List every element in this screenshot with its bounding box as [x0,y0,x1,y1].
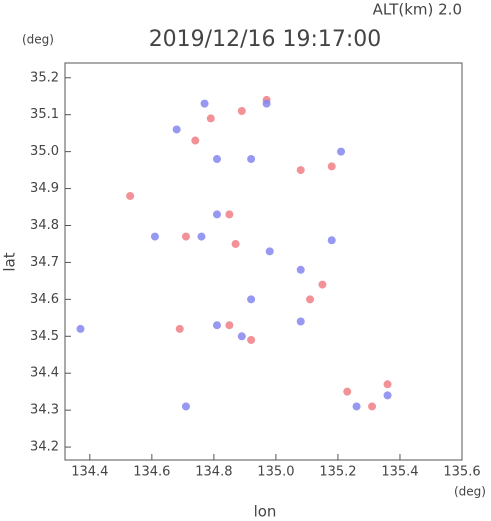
y-tick-label: 34.8 [30,218,59,233]
echo-point [172,125,181,134]
y-tick-label: 34.9 [30,181,59,196]
chart-title: 2019/12/16 19:17:00 [149,27,382,52]
echo-point [262,99,271,108]
x-tick-label: 135.0 [257,465,294,480]
y-tick-label: 34.3 [30,403,59,418]
echo-point [327,236,336,245]
echo-point [225,210,234,219]
altitude-label: ALT(km) 2.0 [373,1,462,19]
echo-point [327,162,336,171]
echo-point [247,295,256,304]
x-tick-label: 135.2 [319,465,356,480]
echo-point [212,155,221,164]
x-tick-label: 135.4 [381,465,418,480]
y-tick-label: 34.5 [30,329,59,344]
echo-point [175,324,184,333]
x-unit: (deg) [454,485,486,499]
echo-point [237,107,246,116]
echo-point [247,155,256,164]
echo-point [197,232,206,241]
echo-point [337,147,346,156]
x-tick-label: 134.8 [195,465,232,480]
echo-point [296,166,305,175]
echo-point [225,321,234,330]
y-unit: (deg) [22,33,54,47]
x-tick-label: 134.6 [133,465,170,480]
echo-point [76,324,85,333]
echo-point [247,335,256,344]
x-axis-label: lon [254,503,277,521]
echo-point [343,387,352,396]
y-axis-label: lat [1,252,19,271]
echo-point [265,247,274,256]
y-tick-label: 35.2 [30,70,59,85]
x-tick-label: 134.4 [71,465,108,480]
echo-point [383,380,392,389]
echo-point [200,99,209,108]
echo-point [126,191,135,200]
echo-point [191,136,200,145]
y-tick-label: 34.7 [30,255,59,270]
echo-point [383,391,392,400]
echo-point [296,265,305,274]
echo-point [237,332,246,341]
echo-point [368,402,377,411]
echo-point [212,210,221,219]
plot-frame [64,62,463,461]
echo-point [296,317,305,326]
echo-point [181,232,190,241]
echo-point [231,239,240,248]
echo-point [181,402,190,411]
y-tick-label: 35.0 [30,144,59,159]
y-tick-label: 34.2 [30,440,59,455]
y-tick-label: 35.1 [30,107,59,122]
echo-point [352,402,361,411]
y-tick-label: 34.4 [30,366,59,381]
echo-point [150,232,159,241]
echo-point [212,321,221,330]
y-tick-label: 34.6 [30,292,59,307]
echo-point [318,280,327,289]
echo-point [306,295,315,304]
echo-point [206,114,215,123]
x-tick-label: 135.6 [443,465,480,480]
